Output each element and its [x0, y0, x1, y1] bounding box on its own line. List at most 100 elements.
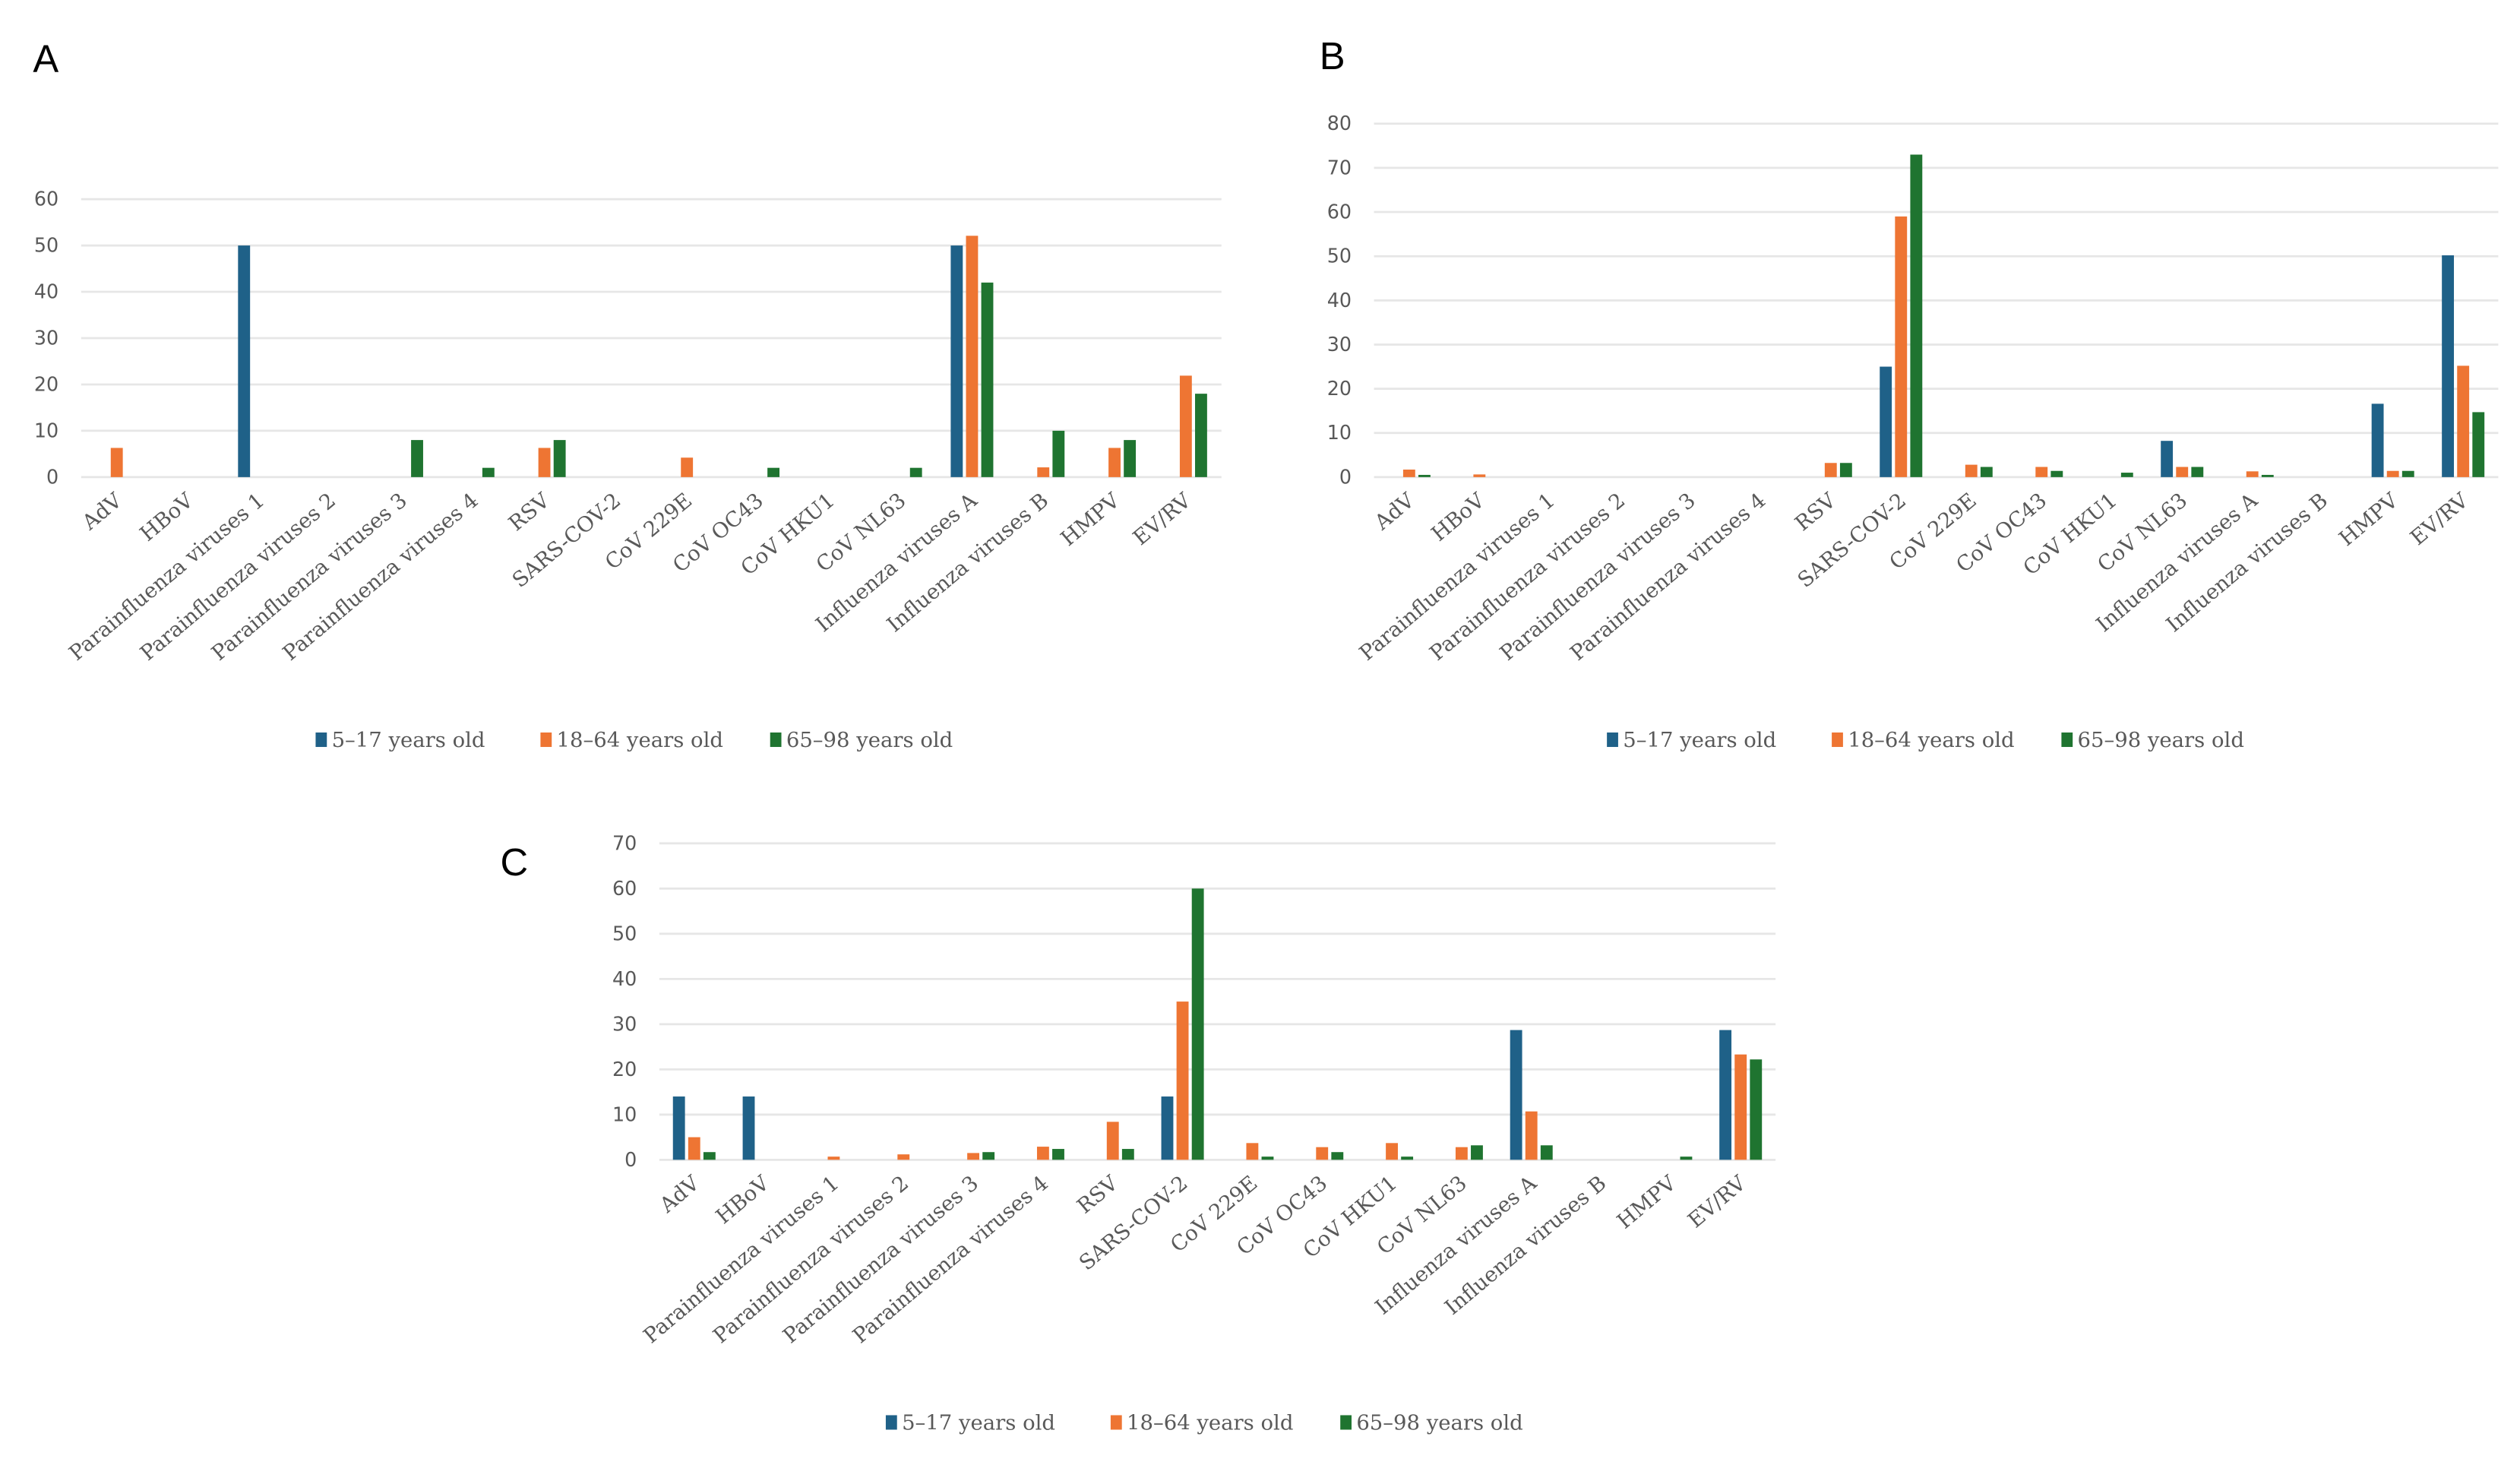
x-tick-label: RSV — [1791, 488, 1842, 536]
bar — [688, 1137, 700, 1160]
y-tick-label: 70 — [1327, 156, 1352, 179]
x-tick-label: AdV — [1370, 488, 1420, 536]
y-tick-label: 30 — [612, 1012, 637, 1035]
bar — [2261, 474, 2274, 477]
bar — [1121, 1149, 1134, 1160]
bar — [2442, 255, 2455, 477]
bar — [110, 448, 123, 477]
legend-item: 65–98 years old — [1340, 1410, 1523, 1435]
legend-swatch — [540, 732, 552, 748]
y-tick-label: 10 — [1327, 421, 1352, 444]
bar — [2472, 412, 2485, 477]
legend-swatch — [1832, 732, 1843, 748]
bar — [1680, 1156, 1693, 1160]
bar — [1191, 888, 1204, 1160]
legend-label: 65–98 years old — [2078, 728, 2244, 752]
bar — [1455, 1147, 1468, 1160]
panel-label: A — [33, 37, 58, 81]
y-tick-label: 0 — [46, 465, 58, 488]
bar — [2176, 467, 2189, 477]
bar — [1052, 430, 1065, 477]
bar — [238, 245, 251, 477]
legend-label: 18–64 years old — [1848, 728, 2014, 752]
bar — [411, 440, 423, 477]
bar — [1195, 394, 1207, 477]
x-tick-label: AdV — [77, 488, 127, 536]
legend-swatch — [2061, 732, 2073, 748]
legend-item: 65–98 years old — [770, 728, 953, 752]
legend-swatch — [1607, 732, 1618, 748]
y-tick-label: 30 — [1327, 333, 1352, 356]
y-tick-label: 20 — [34, 372, 58, 395]
bar — [1540, 1145, 1553, 1160]
bar — [1261, 1156, 1274, 1160]
x-tick-label: HMPV — [2335, 488, 2404, 551]
bar — [1124, 440, 1137, 477]
x-tick-label: AdV — [655, 1170, 705, 1218]
bar — [1316, 1147, 1329, 1160]
bar — [1418, 474, 1431, 477]
bar — [1910, 154, 1923, 477]
y-tick-label: 50 — [612, 922, 637, 944]
bar — [1839, 463, 1852, 477]
x-tick-label: RSV — [1073, 1170, 1124, 1218]
bar — [703, 1152, 716, 1160]
bar — [538, 448, 551, 477]
bar — [1510, 1030, 1522, 1160]
bar — [950, 245, 963, 477]
y-tick-label: 10 — [612, 1103, 637, 1125]
x-tick-label: RSV — [504, 488, 555, 536]
legend-item: 65–98 years old — [2061, 728, 2244, 752]
bar — [2035, 467, 2048, 477]
legend-item: 18–64 years old — [540, 728, 723, 752]
legend-swatch — [1110, 1415, 1122, 1430]
y-tick-label: 10 — [34, 419, 58, 441]
y-tick-label: 0 — [624, 1148, 637, 1171]
panel-label: B — [1320, 34, 1345, 78]
bar — [1473, 474, 1486, 477]
legend-label: 65–98 years old — [786, 728, 953, 752]
x-tick-label: HBoV — [711, 1170, 774, 1229]
bar — [1036, 1147, 1049, 1160]
bar — [1106, 1122, 1119, 1160]
x-tick-label: EV/RV — [1128, 488, 1196, 550]
legend-item: 18–64 years old — [1832, 728, 2015, 752]
legend-label: 5–17 years old — [902, 1410, 1055, 1435]
bar — [981, 282, 994, 477]
y-tick-label: 80 — [1327, 112, 1352, 134]
legend-item: 18–64 years old — [1110, 1410, 1293, 1435]
x-tick-label: HMPV — [1612, 1170, 1681, 1233]
y-tick-label: 20 — [612, 1058, 637, 1081]
bar — [482, 467, 495, 477]
bar — [2191, 467, 2204, 477]
y-tick-label: 60 — [612, 877, 637, 900]
bar — [2050, 470, 2063, 477]
legend-swatch — [315, 732, 327, 748]
x-tick-label: EV/RV — [2406, 488, 2474, 550]
bar — [1402, 469, 1415, 477]
bar — [909, 467, 922, 477]
bar — [897, 1154, 910, 1160]
x-tick-label: EV/RV — [1684, 1170, 1751, 1232]
y-tick-label: 60 — [34, 188, 58, 210]
bar — [1161, 1096, 1174, 1160]
bar — [1824, 463, 1837, 477]
x-tick-label: HBoV — [135, 488, 198, 546]
bar — [1331, 1152, 1344, 1160]
bar — [1525, 1111, 1538, 1160]
bar — [1052, 1149, 1064, 1160]
bar — [553, 440, 566, 477]
y-tick-label: 30 — [34, 326, 58, 349]
y-tick-label: 70 — [612, 831, 637, 854]
legend-swatch — [770, 732, 782, 748]
bar — [1401, 1156, 1414, 1160]
bar — [2457, 365, 2470, 477]
bar — [1037, 467, 1050, 477]
bar — [1719, 1030, 1732, 1160]
y-tick-label: 20 — [1327, 377, 1352, 400]
bar — [1386, 1143, 1398, 1160]
bar — [1176, 1001, 1189, 1160]
